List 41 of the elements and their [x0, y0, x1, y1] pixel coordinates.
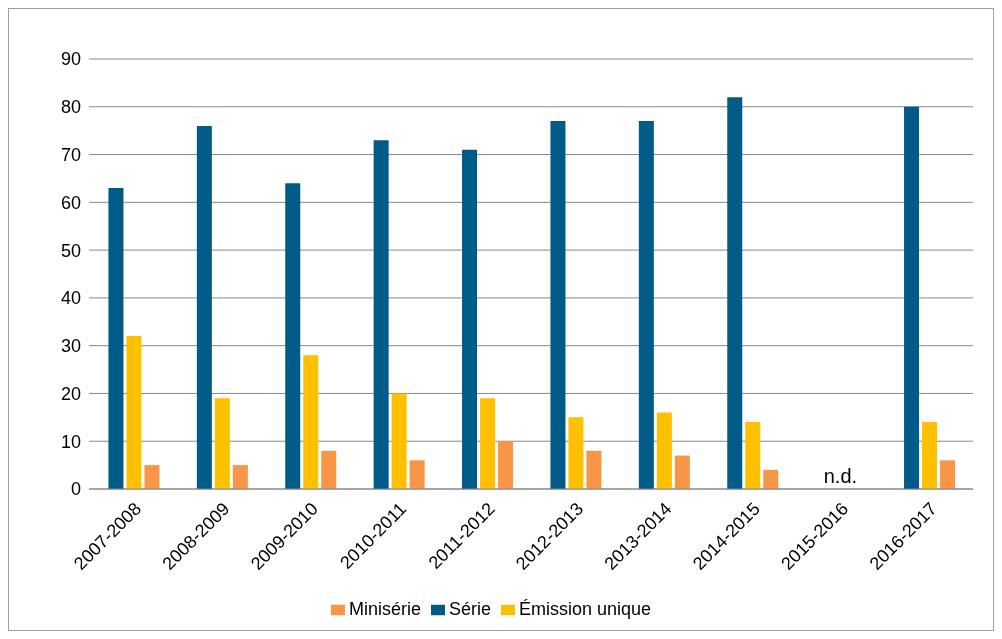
bar: [285, 183, 301, 489]
bar: [144, 465, 160, 489]
bar: [656, 412, 672, 489]
annotation: n.d.: [823, 465, 858, 487]
bar: [480, 398, 496, 489]
y-tick-label: 30: [60, 336, 81, 357]
bar: [940, 460, 956, 489]
bar: [550, 121, 566, 489]
bar: [196, 125, 212, 489]
bar: [674, 455, 690, 489]
bar: [409, 460, 425, 489]
bar: [462, 149, 478, 489]
bar: [763, 469, 779, 489]
y-tick-label: 20: [60, 383, 81, 404]
bar: [126, 336, 142, 489]
legend-label: Minisérie: [348, 599, 421, 619]
bar: [904, 106, 920, 489]
bar: [922, 422, 938, 489]
bar: [727, 97, 743, 489]
bar: [638, 121, 654, 489]
bar: [391, 393, 407, 489]
legend-label: Série: [448, 599, 491, 619]
bar: [498, 441, 514, 489]
bar: [321, 450, 337, 489]
y-tick-label: 10: [60, 431, 81, 452]
bar: [586, 450, 602, 489]
y-tick-label: 80: [60, 97, 81, 118]
y-tick-label: 0: [70, 479, 81, 500]
legend-label: Émission unique: [518, 599, 652, 619]
y-tick-label: 40: [60, 288, 81, 309]
y-tick-label: 70: [60, 144, 81, 165]
bar: [108, 188, 124, 489]
y-tick-label: 90: [60, 49, 81, 70]
bar: [373, 140, 389, 489]
bar: [214, 398, 230, 489]
bar: [568, 417, 584, 489]
bar: [745, 422, 761, 489]
y-tick-label: 60: [60, 192, 81, 213]
bar: [232, 465, 248, 489]
bar: [303, 355, 319, 489]
y-tick-label: 50: [60, 240, 81, 261]
